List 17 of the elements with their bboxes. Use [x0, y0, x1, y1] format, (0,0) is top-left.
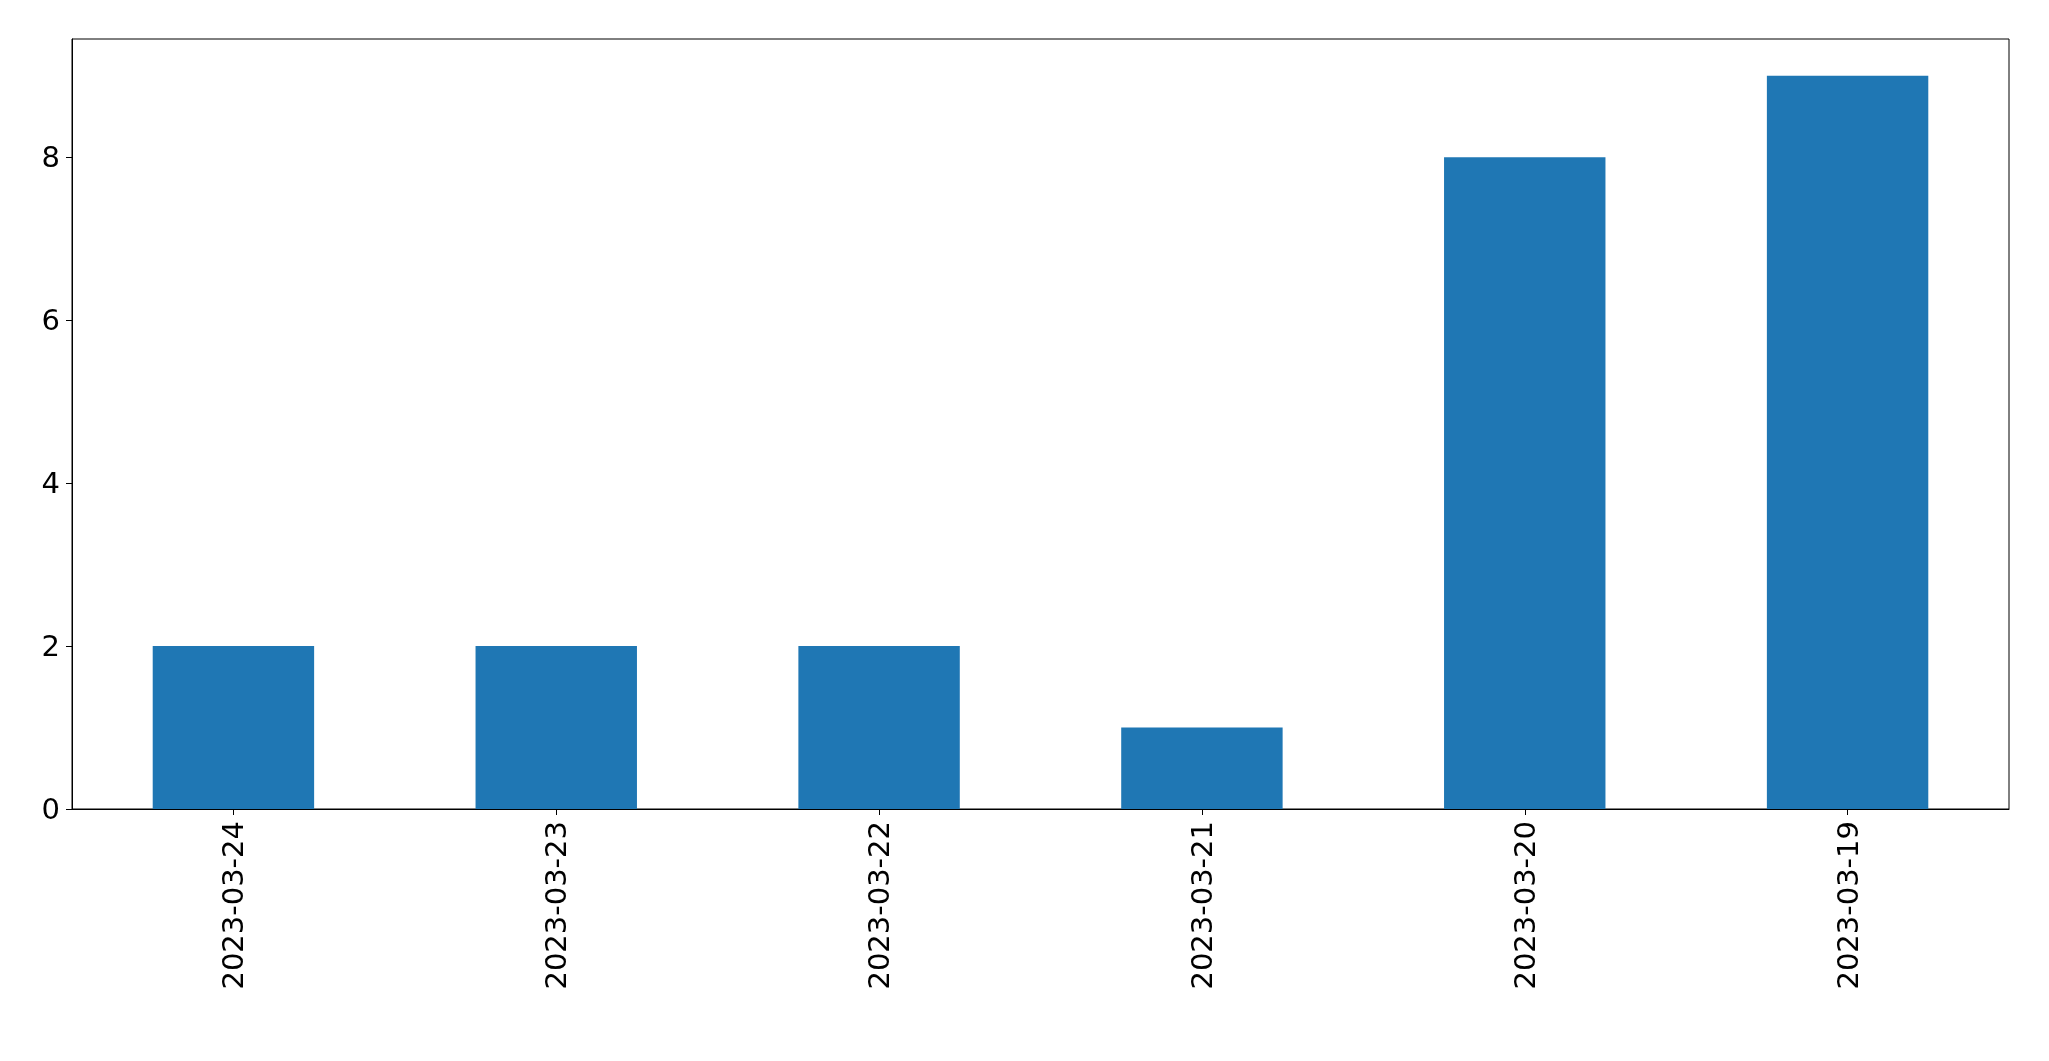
y-tick-label: 4: [41, 466, 60, 501]
bar: [475, 646, 637, 809]
x-tick-label: 2023-03-22: [862, 821, 897, 990]
x-tick-label: 2023-03-21: [1184, 821, 1219, 990]
x-tick-label: 2023-03-20: [1507, 821, 1542, 990]
y-tick-label: 2: [41, 629, 60, 664]
x-tick-label: 2023-03-23: [539, 821, 574, 990]
bar: [798, 646, 960, 809]
y-tick-label: 8: [41, 140, 60, 175]
bar: [1444, 157, 1606, 809]
y-tick-label: 0: [41, 792, 60, 826]
x-tick-label: 2023-03-19: [1830, 821, 1865, 990]
y-tick-label: 6: [41, 303, 60, 338]
x-tick-label: 2023-03-24: [216, 821, 251, 990]
bar: [1121, 727, 1283, 809]
bar: [152, 646, 315, 809]
bar: [1766, 75, 1929, 809]
